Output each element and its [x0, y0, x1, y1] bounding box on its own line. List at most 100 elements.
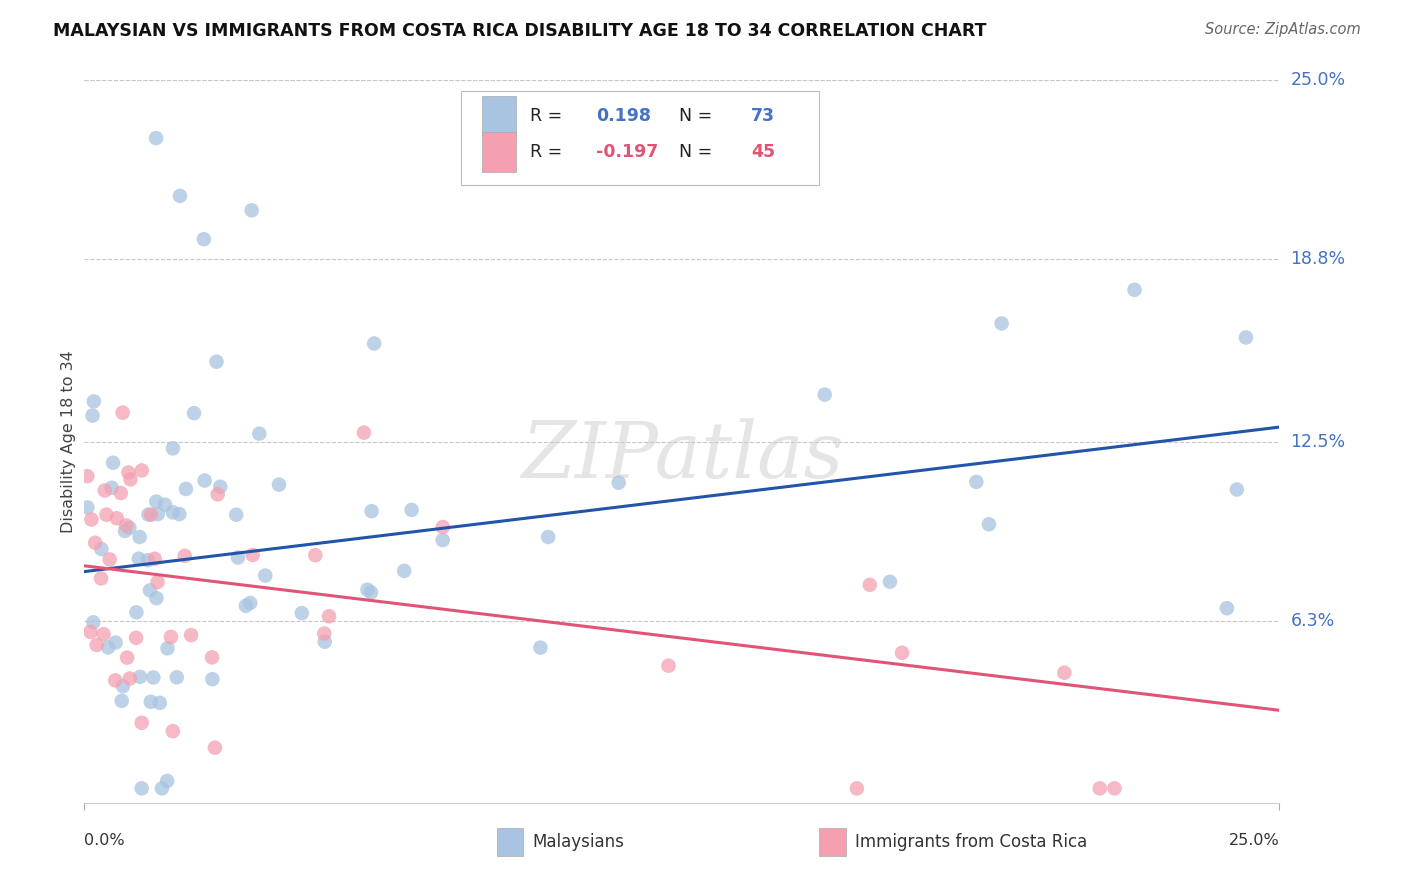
Text: R =: R =	[530, 144, 568, 161]
Point	[162, 505, 184, 519]
Point	[104, 635, 127, 649]
Point	[432, 520, 454, 534]
Point	[1226, 483, 1249, 497]
Point	[239, 596, 262, 610]
Point	[129, 670, 152, 684]
Point	[142, 670, 165, 684]
Point	[1104, 781, 1126, 796]
Point	[201, 672, 224, 686]
Point	[394, 564, 416, 578]
Text: N =: N =	[668, 144, 717, 161]
Text: 25.0%: 25.0%	[1291, 71, 1346, 89]
Point	[105, 511, 128, 525]
FancyBboxPatch shape	[482, 132, 516, 172]
Point	[138, 508, 160, 522]
Point	[891, 646, 914, 660]
Point	[201, 650, 224, 665]
Point	[156, 774, 179, 789]
Point	[356, 582, 378, 597]
Point	[169, 189, 191, 203]
Point	[162, 442, 184, 456]
Text: 0.0%: 0.0%	[84, 833, 125, 848]
Point	[94, 483, 117, 498]
Point	[111, 694, 134, 708]
Point	[125, 605, 148, 619]
Point	[143, 551, 166, 566]
Point	[160, 630, 183, 644]
Point	[128, 551, 150, 566]
Text: R =: R =	[530, 107, 568, 125]
Point	[401, 503, 423, 517]
Point	[194, 474, 217, 488]
FancyBboxPatch shape	[482, 96, 516, 136]
Text: 45: 45	[751, 144, 775, 161]
Point	[131, 781, 153, 796]
Point	[150, 781, 173, 796]
Point	[657, 658, 679, 673]
Point	[432, 533, 454, 548]
Text: 6.3%: 6.3%	[1291, 612, 1334, 630]
Point	[80, 512, 103, 526]
Point	[360, 504, 382, 518]
Point	[291, 606, 314, 620]
Point	[360, 585, 382, 599]
Point	[136, 553, 159, 567]
Text: -0.197: -0.197	[596, 144, 658, 161]
Point	[153, 498, 176, 512]
Point	[100, 481, 122, 495]
Point	[1234, 330, 1257, 344]
Point	[226, 550, 249, 565]
Point	[363, 336, 385, 351]
Point	[111, 406, 134, 420]
Point	[173, 549, 195, 563]
Point	[254, 568, 277, 582]
Text: N =: N =	[668, 107, 717, 125]
Point	[240, 203, 263, 218]
Point	[156, 641, 179, 656]
Text: 0.198: 0.198	[596, 107, 651, 125]
Point	[859, 578, 882, 592]
Point	[318, 609, 340, 624]
Point	[139, 583, 162, 598]
Point	[205, 355, 228, 369]
Point	[235, 599, 257, 613]
Point	[118, 521, 141, 535]
Point	[115, 650, 138, 665]
FancyBboxPatch shape	[461, 91, 820, 185]
Point	[537, 530, 560, 544]
Point	[247, 426, 270, 441]
Point	[98, 552, 121, 566]
Point	[814, 387, 837, 401]
Point	[145, 131, 167, 145]
Text: 73: 73	[751, 107, 775, 125]
Point	[101, 456, 124, 470]
Point	[990, 317, 1012, 331]
Point	[607, 475, 630, 490]
Point	[977, 517, 1000, 532]
Point	[204, 740, 226, 755]
Point	[1123, 283, 1146, 297]
Text: MALAYSIAN VS IMMIGRANTS FROM COSTA RICA DISABILITY AGE 18 TO 34 CORRELATION CHAR: MALAYSIAN VS IMMIGRANTS FROM COSTA RICA …	[53, 22, 987, 40]
Point	[84, 536, 107, 550]
Point	[209, 480, 232, 494]
Point	[110, 486, 132, 500]
FancyBboxPatch shape	[820, 828, 845, 855]
Point	[965, 475, 987, 489]
Point	[207, 487, 229, 501]
Point	[225, 508, 247, 522]
Point	[114, 524, 136, 538]
Point	[139, 695, 162, 709]
Point	[90, 571, 112, 585]
Point	[845, 781, 868, 796]
Point	[146, 507, 169, 521]
Point	[131, 463, 153, 477]
Point	[82, 409, 104, 423]
Point	[162, 724, 184, 739]
Point	[125, 631, 148, 645]
Point	[174, 482, 197, 496]
Point	[1053, 665, 1076, 680]
Point	[353, 425, 375, 440]
Text: 12.5%: 12.5%	[1291, 433, 1346, 450]
Point	[79, 624, 101, 639]
Point	[166, 670, 188, 684]
